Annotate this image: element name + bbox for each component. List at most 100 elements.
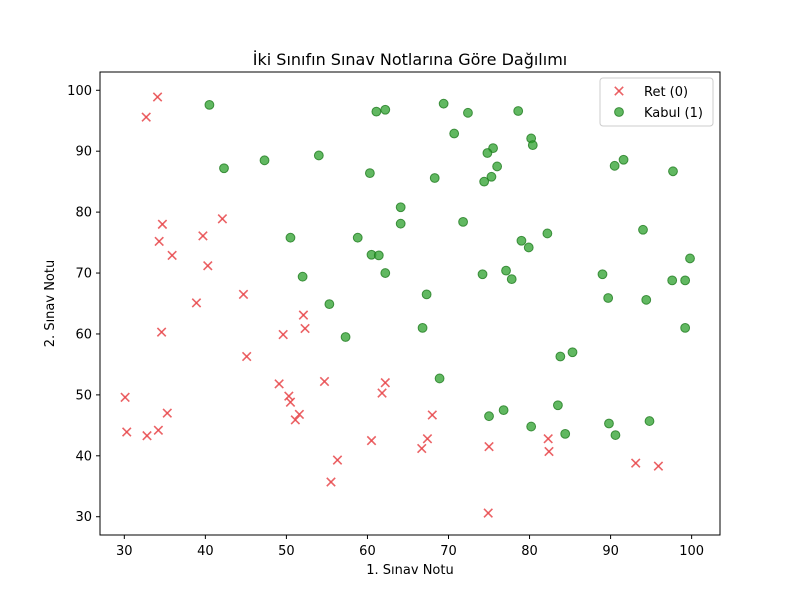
data-point-kabul	[555, 351, 566, 362]
data-point-kabul	[417, 322, 428, 333]
data-point-ret	[167, 250, 177, 261]
data-point-ret	[285, 397, 296, 407]
y-tick-label: 100	[67, 84, 92, 99]
data-point-kabul	[609, 160, 620, 171]
data-point-ret	[238, 289, 249, 300]
data-point-kabul	[567, 347, 578, 358]
data-point-ret	[377, 388, 387, 398]
data-point-kabul	[526, 421, 537, 432]
data-point-ret	[300, 323, 310, 334]
data-point-kabul	[352, 232, 363, 243]
data-point-ret	[120, 392, 130, 403]
data-point-kabul	[340, 332, 351, 342]
data-point-kabul	[313, 150, 324, 161]
data-point-kabul	[604, 418, 614, 429]
data-point-ret	[152, 92, 163, 102]
x-tick-label: 60	[359, 544, 376, 559]
data-point-kabul	[667, 275, 678, 286]
data-point-ret	[366, 435, 377, 446]
data-point-kabul	[380, 104, 391, 115]
data-point-kabul	[285, 232, 296, 243]
data-point-ret	[141, 112, 151, 122]
data-point-ret	[326, 477, 336, 487]
data-point-ret	[278, 329, 288, 340]
data-point-kabul	[463, 107, 473, 118]
legend-marker-kabul	[614, 107, 624, 117]
data-point-kabul	[553, 400, 563, 411]
data-point-kabul	[259, 155, 270, 166]
data-point-kabul	[449, 128, 460, 139]
x-tick-label: 90	[602, 544, 619, 559]
data-point-ret	[157, 219, 168, 230]
data-point-ret	[484, 441, 494, 452]
data-point-kabul	[542, 228, 553, 239]
data-point-kabul	[371, 106, 382, 117]
data-point-ret	[630, 458, 641, 468]
y-tick-label: 40	[75, 449, 92, 464]
y-tick-label: 80	[75, 206, 92, 221]
plot-frame	[99, 71, 721, 536]
data-point-kabul	[560, 428, 571, 439]
data-point-kabul	[618, 154, 629, 165]
x-tick-label: 80	[521, 544, 538, 559]
legend-o-marker	[614, 107, 624, 117]
data-point-kabul	[364, 168, 375, 179]
data-point-ret	[217, 214, 228, 224]
data-point-ret	[319, 376, 330, 387]
y-axis-label: 2. Sınav Notu	[43, 260, 58, 347]
data-point-kabul	[680, 275, 691, 286]
data-point-ret	[422, 433, 433, 444]
chart-title: İki Sınıfın Sınav Notlarına Göre Dağılım…	[253, 50, 567, 69]
data-point-kabul	[680, 322, 691, 333]
data-point-kabul	[668, 166, 678, 177]
data-point-kabul	[597, 269, 608, 280]
y-tick-label: 60	[75, 327, 92, 342]
data-point-kabul	[638, 224, 648, 235]
data-point-kabul	[685, 253, 695, 264]
data-point-ret	[191, 298, 202, 308]
data-point-ret	[653, 461, 664, 471]
data-point-ret	[241, 351, 252, 362]
data-point-ret	[203, 260, 213, 271]
data-point-kabul	[486, 171, 497, 182]
data-point-kabul	[482, 148, 493, 158]
y-tick-label: 90	[75, 145, 92, 160]
data-point-ret	[427, 410, 438, 420]
data-point-ret	[380, 377, 391, 388]
data-point-kabul	[297, 271, 308, 282]
data-point-kabul	[324, 299, 335, 310]
data-point-kabul	[219, 163, 229, 174]
data-point-ret	[121, 427, 132, 437]
data-point-ret	[483, 508, 493, 518]
data-point-kabul	[506, 274, 517, 285]
legend-box	[599, 77, 714, 127]
data-point-ret	[198, 231, 208, 241]
data-point-ret	[416, 443, 427, 454]
y-tick-label: 30	[75, 510, 92, 525]
data-point-kabul	[492, 161, 503, 172]
data-point-kabul	[380, 268, 391, 278]
data-point-ret	[332, 455, 343, 465]
data-point-ret	[156, 327, 167, 337]
y-tick-label: 50	[75, 388, 92, 403]
data-point-kabul	[644, 416, 655, 426]
x-tick-label: 50	[278, 544, 295, 559]
data-point-kabul	[501, 265, 511, 276]
axis-ticks: 30 40 50 60 70 80 90 100 30 40 50 60 70 80 90 100	[67, 84, 704, 559]
data-point-ret	[153, 425, 164, 435]
data-point-ret	[298, 310, 309, 320]
data-point-kabul	[603, 293, 614, 303]
x-axis-label: 1. Sınav Notu	[366, 563, 453, 578]
data-point-kabul	[204, 99, 215, 110]
data-point-kabul	[477, 269, 488, 280]
legend-label-kabul: Kabul (1)	[644, 106, 703, 121]
data-point-ret	[142, 430, 152, 441]
x-tick-label: 100	[679, 544, 704, 559]
legend-marker-ret	[614, 86, 624, 96]
data-point-kabul	[513, 106, 524, 116]
data-point-kabul	[484, 411, 494, 422]
data-point-kabul	[527, 140, 538, 151]
data-point-ret	[274, 379, 284, 389]
data-point-ret	[162, 408, 173, 418]
